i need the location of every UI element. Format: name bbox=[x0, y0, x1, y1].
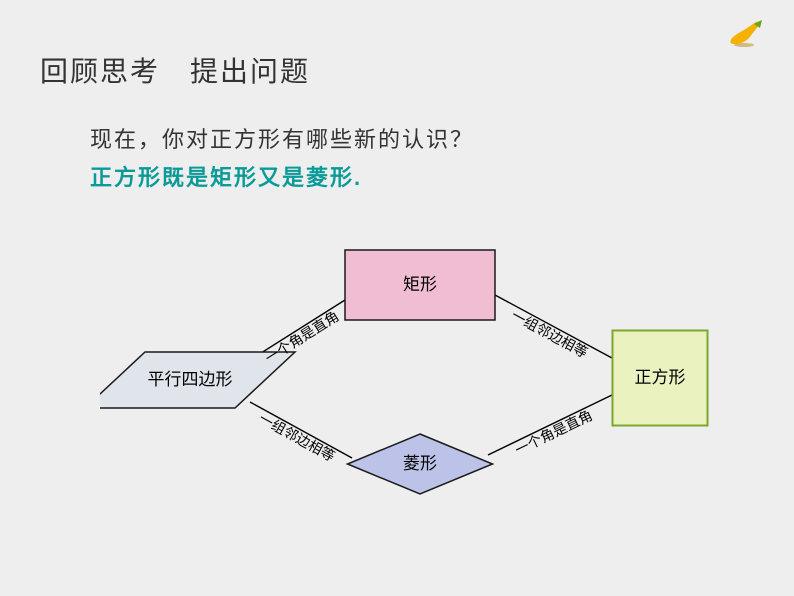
slide-title: 回顾思考提出问题 bbox=[40, 50, 310, 90]
edge-label: 一个角是直角 bbox=[262, 308, 342, 367]
svg-text:正方形: 正方形 bbox=[635, 368, 686, 387]
node-rhombus: 菱形 bbox=[348, 434, 493, 494]
svg-text:平行四边形: 平行四边形 bbox=[148, 370, 233, 389]
brush-shadow bbox=[734, 43, 754, 47]
edge-line bbox=[250, 300, 345, 360]
statement-text: 正方形既是矩形又是菱形. bbox=[90, 165, 362, 190]
node-square: 正方形 bbox=[613, 331, 708, 426]
svg-text:矩形: 矩形 bbox=[403, 275, 437, 294]
brush-icon bbox=[726, 18, 766, 48]
edge-line bbox=[488, 395, 612, 455]
title-right: 提出问题 bbox=[190, 56, 310, 87]
edge-label: 一组邻边相等 bbox=[508, 307, 590, 362]
slide-subtitle: 现在，你对正方形有哪些新的认识？ bbox=[90, 122, 474, 154]
node-parallelogram: 平行四边形 bbox=[100, 352, 295, 408]
svg-text:菱形: 菱形 bbox=[403, 454, 437, 473]
edge-line bbox=[495, 295, 612, 358]
edge-label: 一个角是直角 bbox=[512, 407, 595, 459]
edge-label: 一组邻边相等 bbox=[256, 410, 338, 465]
key-statement: 正方形既是矩形又是菱形. bbox=[90, 160, 362, 192]
quadrilateral-diagram: 平行四边形 矩形 菱形 正方形 一个角是直角一组邻边相等一组邻边相等一个角是直角 bbox=[100, 230, 720, 530]
node-rectangle: 矩形 bbox=[345, 250, 495, 320]
title-left: 回顾思考 bbox=[40, 56, 160, 87]
